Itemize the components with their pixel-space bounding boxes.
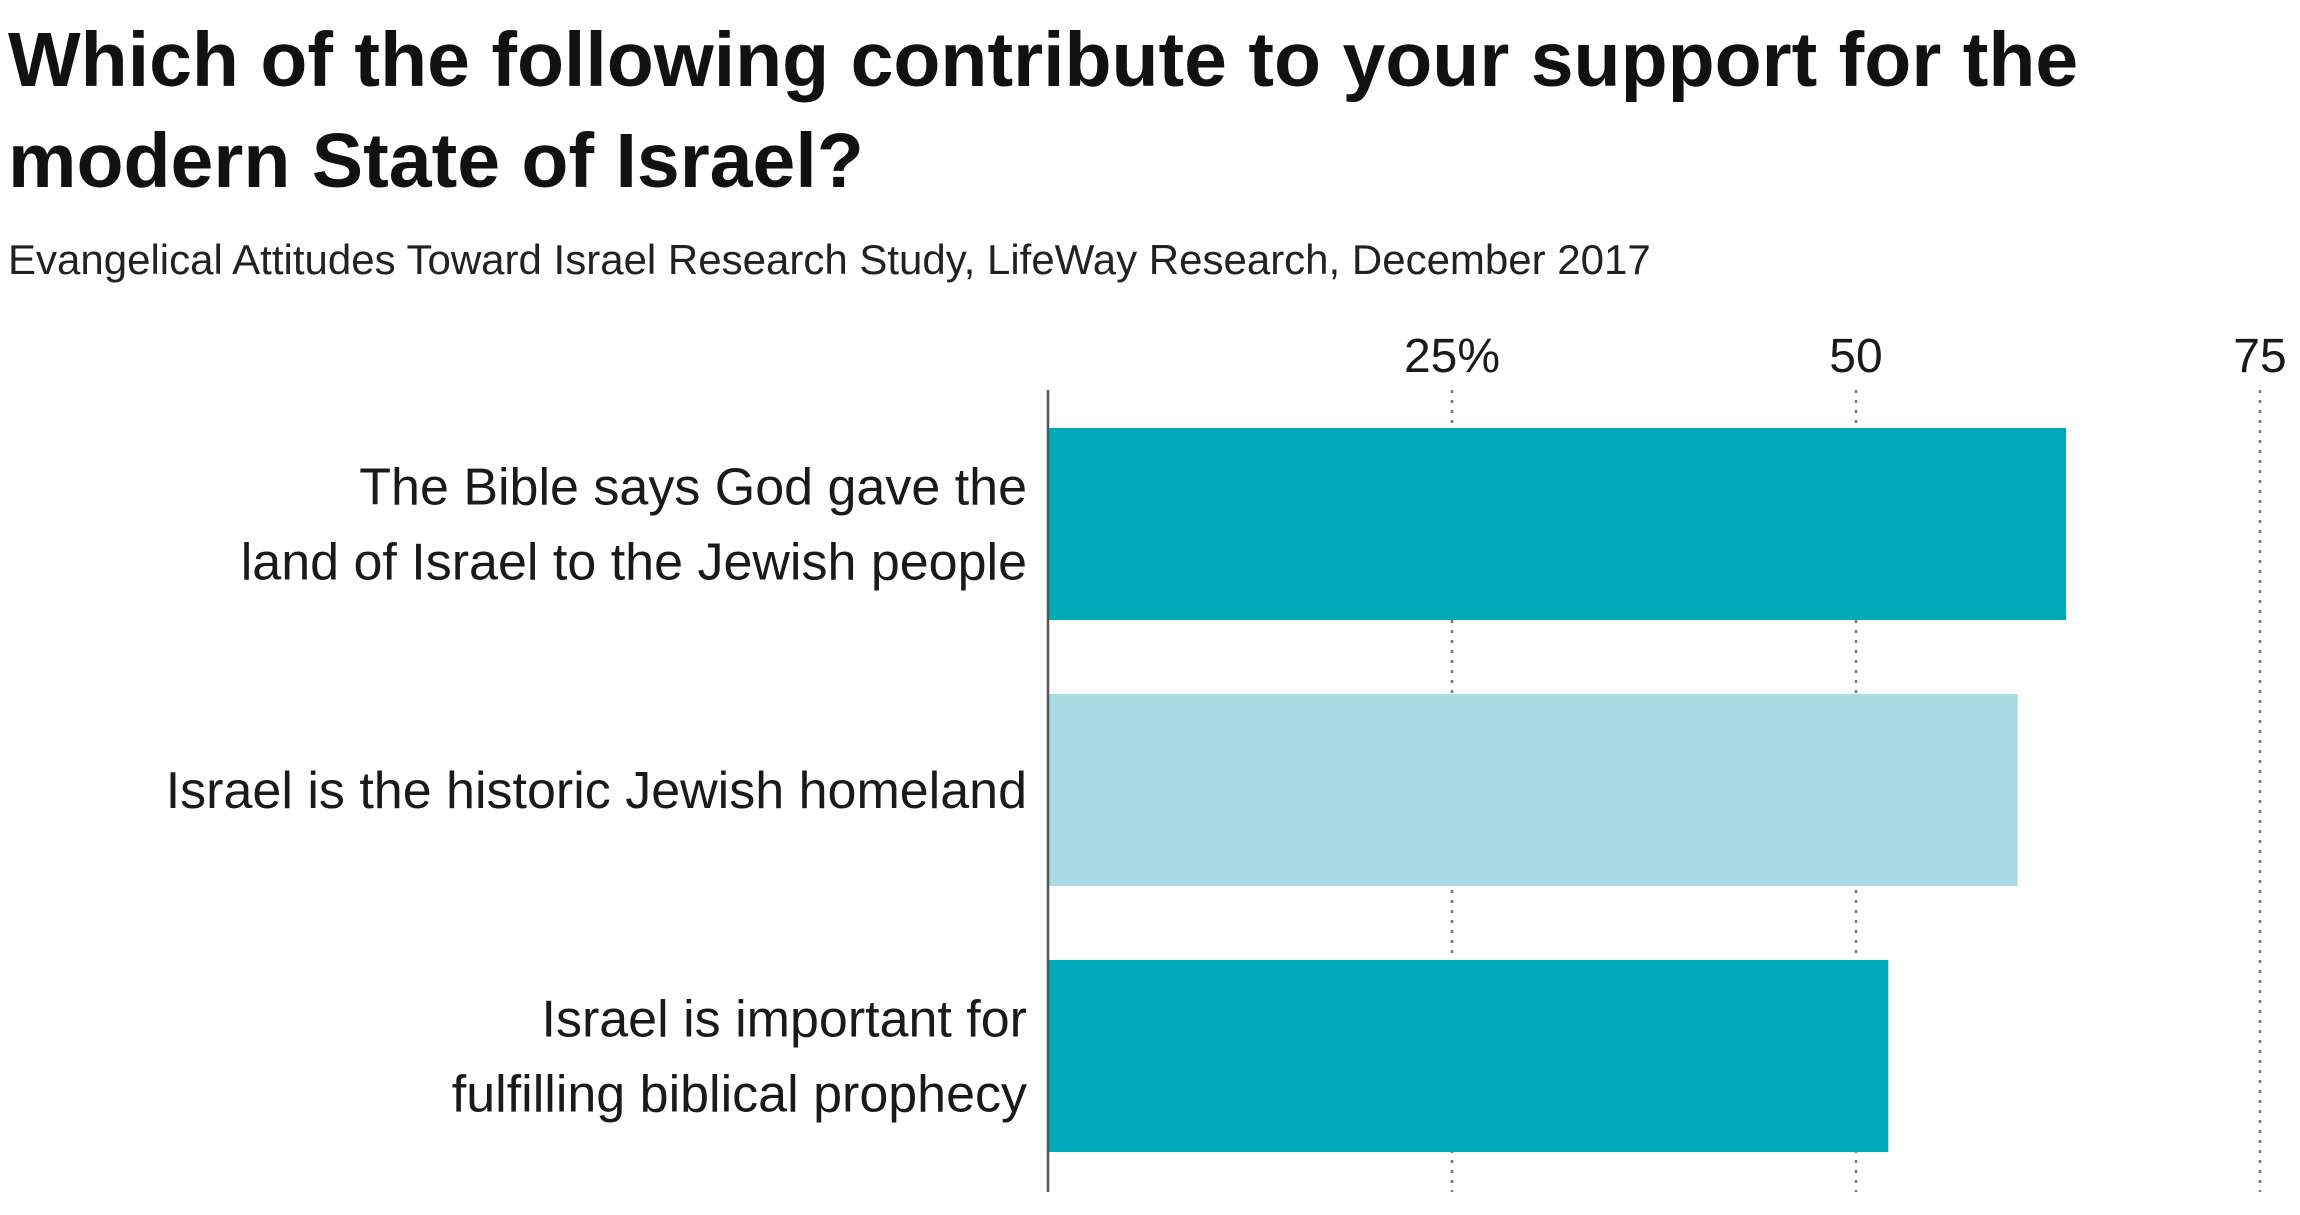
chart-subtitle: Evangelical Attitudes Toward Israel Rese… [8,236,1651,283]
tick-label-75: 75 [2233,330,2286,383]
category-label-line: Israel is the historic Jewish homeland [166,762,1027,820]
bar-2 [1048,694,2018,886]
category-label-1: The Bible says God gave the land of Israe… [241,459,1027,592]
category-labels: The Bible says God gave the land of Israe… [166,459,1027,1124]
category-label-2: Israel is the historic Jewish homeland [166,762,1027,820]
category-label-line: fulfilling biblical prophecy [452,1066,1027,1124]
category-label-line: Israel is important for [542,991,1028,1049]
chart-title: Which of the following contribute to you… [8,17,2079,204]
tick-labels: 25% 50 75 [1404,330,2287,383]
category-label-3: Israel is important for fulfilling biblic… [452,991,1027,1124]
bar-3 [1048,960,1889,1152]
category-label-line: The Bible says God gave the [359,459,1027,517]
bars [1048,428,2067,1152]
tick-label-50: 50 [1829,330,1882,383]
bar-1 [1048,428,2067,620]
category-label-line: land of Israel to the Jewish people [241,534,1027,592]
tick-label-25: 25% [1404,330,1500,383]
